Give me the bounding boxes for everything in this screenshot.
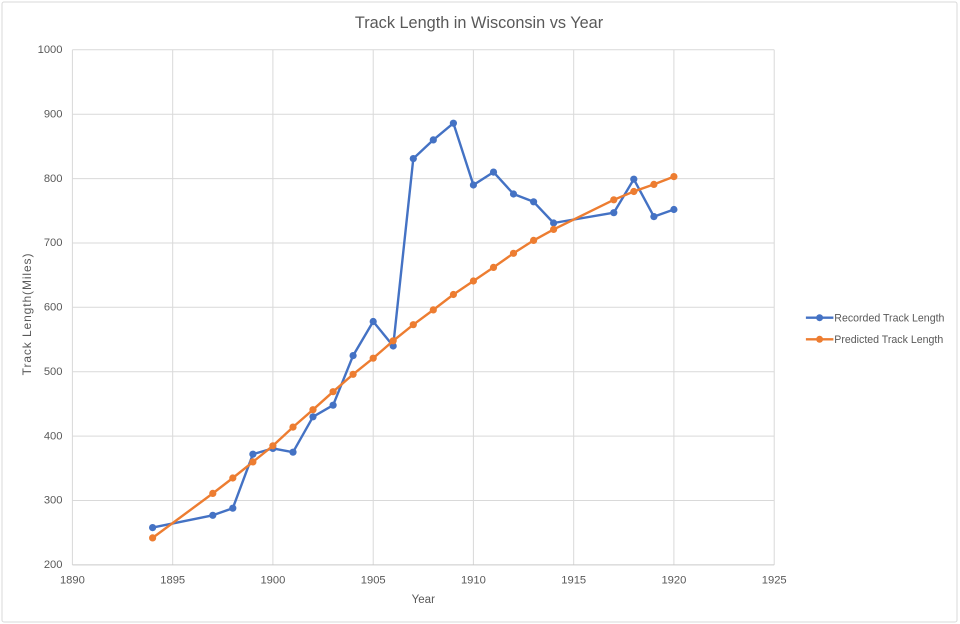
svg-text:600: 600 — [44, 302, 63, 314]
svg-text:1900: 1900 — [260, 575, 285, 587]
svg-text:300: 300 — [44, 495, 63, 507]
svg-text:1910: 1910 — [461, 575, 486, 587]
svg-text:Track Length in Wisconsin vs Y: Track Length in Wisconsin vs Year — [355, 14, 604, 32]
svg-text:1000: 1000 — [38, 44, 63, 56]
svg-text:Year: Year — [412, 594, 435, 606]
svg-text:1920: 1920 — [661, 575, 686, 587]
svg-text:1890: 1890 — [60, 575, 85, 587]
svg-text:800: 800 — [44, 173, 63, 185]
svg-text:1925: 1925 — [762, 575, 787, 587]
svg-text:400: 400 — [44, 430, 63, 442]
svg-text:Predicted Track Length: Predicted Track Length — [834, 334, 943, 346]
svg-text:900: 900 — [44, 108, 63, 120]
svg-text:Recorded Track Length: Recorded Track Length — [834, 312, 944, 324]
svg-text:1905: 1905 — [361, 575, 386, 587]
svg-text:500: 500 — [44, 366, 63, 378]
svg-text:1915: 1915 — [561, 575, 586, 587]
svg-text:1895: 1895 — [160, 575, 185, 587]
svg-text:Track Length(Miles): Track Length(Miles) — [20, 253, 34, 376]
svg-text:200: 200 — [44, 559, 63, 571]
svg-text:700: 700 — [44, 237, 63, 249]
